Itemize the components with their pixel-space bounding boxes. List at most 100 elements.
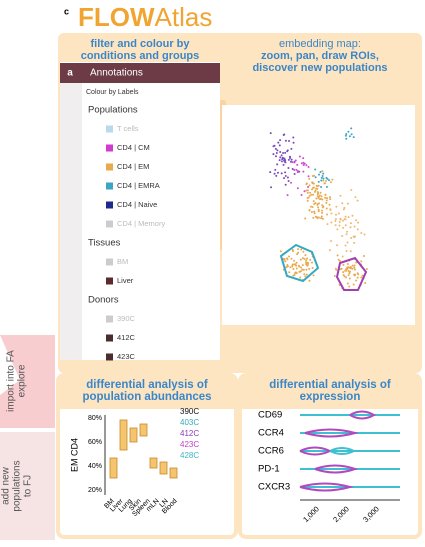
scatter-dot xyxy=(328,249,331,252)
scatter-dot xyxy=(308,209,311,212)
scatter-dot xyxy=(300,162,303,165)
scatter-dot xyxy=(330,221,333,224)
panel-title: population abundances xyxy=(82,391,211,403)
scatter-dot xyxy=(312,200,315,203)
scatter-dot xyxy=(305,164,308,167)
scatter-dot xyxy=(330,239,333,242)
scatter-dot xyxy=(328,179,331,182)
legend-entry: 412C xyxy=(180,429,199,438)
scatter-dot xyxy=(295,261,298,264)
marker-label: CD69 xyxy=(258,410,282,421)
scatter-dot xyxy=(308,177,311,180)
item-label: 423C xyxy=(117,352,136,361)
abundance-panel xyxy=(56,373,238,539)
scatter-dot xyxy=(305,259,308,262)
panel-title: embedding map: xyxy=(279,38,361,50)
scatter-dot xyxy=(284,151,287,154)
scatter-dot xyxy=(295,272,298,275)
scatter-dot xyxy=(316,203,319,206)
scatter-dot xyxy=(339,259,342,262)
item-label: T cells xyxy=(117,124,139,133)
scatter-dot xyxy=(314,176,317,179)
panel-title: discover new populations xyxy=(252,62,387,74)
scatter-dot xyxy=(338,221,341,224)
scatter-dot xyxy=(314,189,317,192)
scatter-dot xyxy=(344,218,347,221)
scatter-dot xyxy=(301,257,304,260)
scatter-dot xyxy=(326,197,329,200)
scatter-dot xyxy=(352,283,355,286)
scatter-dot xyxy=(345,133,348,136)
scatter-dot xyxy=(307,196,310,199)
panel-label: c xyxy=(64,6,69,16)
scatter-dot xyxy=(343,269,346,272)
scatter-dot xyxy=(306,199,309,202)
side-strip xyxy=(0,335,55,428)
scatter-dot xyxy=(349,250,352,253)
scatter-dot xyxy=(320,209,323,212)
scatter-dot xyxy=(317,216,320,219)
scatter-dot xyxy=(310,261,313,264)
tab-label: a xyxy=(67,68,73,79)
scatter-dot xyxy=(291,249,294,252)
scatter-dot xyxy=(284,139,287,142)
scatter-dot xyxy=(360,260,363,263)
scatter-dot xyxy=(293,172,296,175)
scatter-dot xyxy=(311,206,314,209)
scatter-dot xyxy=(329,209,332,212)
scatter-dot xyxy=(345,233,348,236)
scatter-dot xyxy=(302,250,305,253)
scatter-dot xyxy=(342,271,345,274)
item-label: CD4 | Memory xyxy=(117,219,165,228)
scatter-dot xyxy=(291,168,294,171)
side-label: to FJ xyxy=(23,475,34,497)
scatter-dot xyxy=(293,169,296,172)
scatter-dot xyxy=(306,257,309,260)
dropdown: Colour by Labels xyxy=(86,89,139,96)
scatter-dot xyxy=(334,219,337,222)
scatter-dot xyxy=(353,241,356,244)
scatter-dot xyxy=(276,149,279,152)
scatter-dot xyxy=(293,161,296,164)
scatter-dot xyxy=(346,230,349,233)
scatter-dot xyxy=(313,202,316,205)
scatter-points xyxy=(269,127,368,290)
scatter-dot xyxy=(270,186,273,189)
scatter-dot xyxy=(289,266,292,269)
scatter-dot xyxy=(296,187,299,190)
scatter-dot xyxy=(322,172,325,175)
scatter-dot xyxy=(320,195,323,198)
scatter-dot xyxy=(274,168,277,171)
scatter-dot xyxy=(272,153,275,156)
scatter-dot xyxy=(346,282,349,285)
scatter-dot xyxy=(293,273,296,276)
panel-title: expression xyxy=(300,391,361,403)
scatter-dot xyxy=(340,267,343,270)
scatter-dot xyxy=(347,274,350,277)
scatter-dot xyxy=(286,263,289,266)
scatter-dot xyxy=(283,157,286,160)
scatter-dot xyxy=(308,194,311,197)
scatter-dot xyxy=(301,268,304,271)
scatter-dot xyxy=(307,166,310,169)
item-label: CD4 | EMRA xyxy=(117,181,160,190)
scatter-dot xyxy=(321,170,324,173)
scatter-dot xyxy=(293,259,296,262)
scatter-dot xyxy=(336,254,339,257)
scatter-dot xyxy=(330,212,333,215)
panel-title: differential analysis of xyxy=(269,379,391,391)
scatter-dot xyxy=(297,251,300,254)
scatter-dot xyxy=(339,217,342,220)
scatter-dot xyxy=(292,141,295,144)
scatter-dot xyxy=(303,257,306,260)
scatter-dot xyxy=(348,270,351,273)
scatter-dot xyxy=(333,274,336,277)
scatter-dot xyxy=(325,185,328,188)
scatter-dot xyxy=(281,158,284,161)
scatter-dot xyxy=(331,178,334,181)
scatter-dot xyxy=(309,191,312,194)
side-label: populations xyxy=(12,460,23,511)
item-label: CD4 | Naive xyxy=(117,200,157,209)
scatter-dot xyxy=(342,273,345,276)
swatch xyxy=(106,201,113,209)
